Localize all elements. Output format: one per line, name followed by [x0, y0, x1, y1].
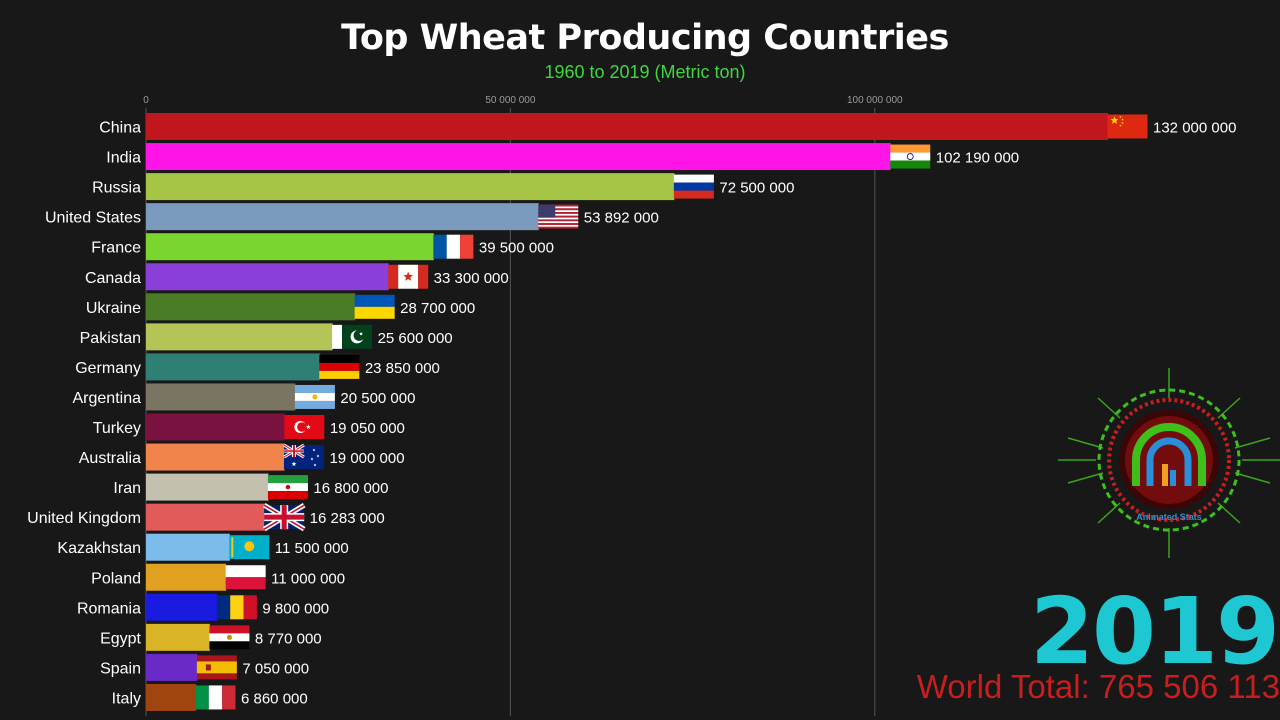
value-label-poland: 11 000 000 — [271, 570, 345, 587]
bar-label-spain: Spain — [100, 660, 141, 677]
bar-romania — [146, 593, 218, 621]
poland-flag-icon — [225, 565, 266, 590]
value-label-india: 102 190 000 — [936, 150, 1019, 167]
romania-flag-icon — [216, 595, 257, 620]
bar-poland — [146, 563, 227, 591]
value-label-canada: 33 300 000 — [434, 270, 509, 287]
value-label-france: 39 500 000 — [479, 240, 554, 257]
bar-argentina — [146, 383, 296, 411]
spain-flag-icon — [196, 655, 237, 680]
bar-spain — [146, 653, 198, 681]
germany-flag-icon — [319, 354, 360, 379]
value-label-argentina: 20 500 000 — [340, 390, 415, 407]
bar-united-kingdom — [146, 503, 265, 531]
russia-flag-icon — [673, 174, 714, 199]
value-label-romania: 9 800 000 — [262, 600, 329, 617]
bar-label-argentina: Argentina — [73, 390, 142, 407]
logo-text: Animated Stats — [1136, 512, 1202, 522]
ukraine-flag-icon — [354, 294, 395, 319]
tick-label-1: 50 000 000 — [485, 95, 535, 106]
year-label: 2019 — [1029, 578, 1280, 685]
uk-flag-icon — [262, 503, 306, 532]
bar-label-india: India — [106, 150, 141, 167]
bar-label-australia: Australia — [79, 450, 141, 467]
bar-label-germany: Germany — [75, 360, 141, 377]
bar-china — [146, 113, 1108, 140]
bar-france — [146, 233, 434, 261]
china-flag-icon — [1107, 114, 1148, 139]
argentina-flag-icon — [294, 384, 335, 409]
france-flag-icon — [433, 234, 474, 259]
bar-canada — [146, 263, 389, 291]
bar-label-united-states: United States — [45, 210, 141, 227]
tick-label-0: 0 — [143, 95, 149, 106]
value-label-egypt: 8 770 000 — [255, 630, 322, 647]
tick-label-2: 100 000 000 — [847, 95, 903, 106]
bar-germany — [146, 353, 320, 381]
bar-label-canada: Canada — [85, 270, 141, 287]
value-label-united-kingdom: 16 283 000 — [310, 510, 385, 527]
bar-label-iran: Iran — [113, 480, 141, 497]
bar-iran — [146, 473, 269, 501]
value-label-kazakhstan: 11 500 000 — [275, 540, 349, 557]
bar-label-pakistan: Pakistan — [80, 330, 141, 347]
canada-flag-icon — [388, 264, 429, 289]
italy-flag-icon — [195, 685, 236, 710]
value-label-germany: 23 850 000 — [365, 360, 440, 377]
chart-subtitle: 1960 to 2019 (Metric ton) — [544, 62, 746, 82]
india-flag-icon — [890, 144, 931, 169]
bar-india — [146, 143, 891, 171]
value-label-italy: 6 860 000 — [241, 690, 308, 707]
bar-italy — [146, 683, 196, 711]
value-label-united-states: 53 892 000 — [584, 210, 659, 227]
bar-label-ukraine: Ukraine — [86, 300, 141, 317]
bar-united-states — [146, 203, 539, 231]
bar-label-united-kingdom: United Kingdom — [27, 510, 141, 527]
bar-label-poland: Poland — [91, 570, 141, 587]
bar-pakistan — [146, 323, 333, 351]
kazakhstan-flag-icon — [229, 535, 270, 560]
value-label-iran: 16 800 000 — [313, 480, 388, 497]
bar-label-kazakhstan: Kazakhstan — [57, 540, 141, 557]
value-label-ukraine: 28 700 000 — [400, 300, 475, 317]
pakistan-flag-icon — [332, 324, 373, 349]
bar-egypt — [146, 623, 210, 651]
value-label-china: 132 000 000 — [1153, 120, 1236, 137]
value-label-pakistan: 25 600 000 — [378, 330, 453, 347]
bar-label-france: France — [91, 240, 141, 257]
bar-kazakhstan — [146, 533, 230, 561]
bar-label-italy: Italy — [112, 690, 141, 707]
bar-turkey — [146, 413, 285, 441]
value-label-australia: 19 000 000 — [329, 450, 404, 467]
iran-flag-icon — [267, 475, 308, 500]
bar-russia — [146, 173, 675, 201]
value-label-turkey: 19 050 000 — [330, 420, 405, 437]
egypt-flag-icon — [209, 625, 250, 650]
bar-ukraine — [146, 293, 356, 321]
animated-stats-logo-icon: Animated Stats — [1058, 368, 1280, 558]
bar-label-romania: Romania — [77, 600, 141, 617]
chart-title: Top Wheat Producing Countries — [341, 18, 949, 58]
turkey-flag-icon — [284, 415, 325, 439]
bar-australia — [146, 443, 285, 471]
bar-label-egypt: Egypt — [100, 630, 141, 647]
world-total: World Total: 765 506 113 — [916, 668, 1280, 705]
australia-flag-icon — [283, 443, 324, 470]
bar-label-china: China — [99, 120, 141, 137]
bar-label-russia: Russia — [92, 180, 141, 197]
bar-label-turkey: Turkey — [93, 420, 141, 437]
value-label-russia: 72 500 000 — [719, 180, 794, 197]
usa-flag-icon — [538, 204, 579, 229]
value-label-spain: 7 050 000 — [242, 660, 309, 677]
